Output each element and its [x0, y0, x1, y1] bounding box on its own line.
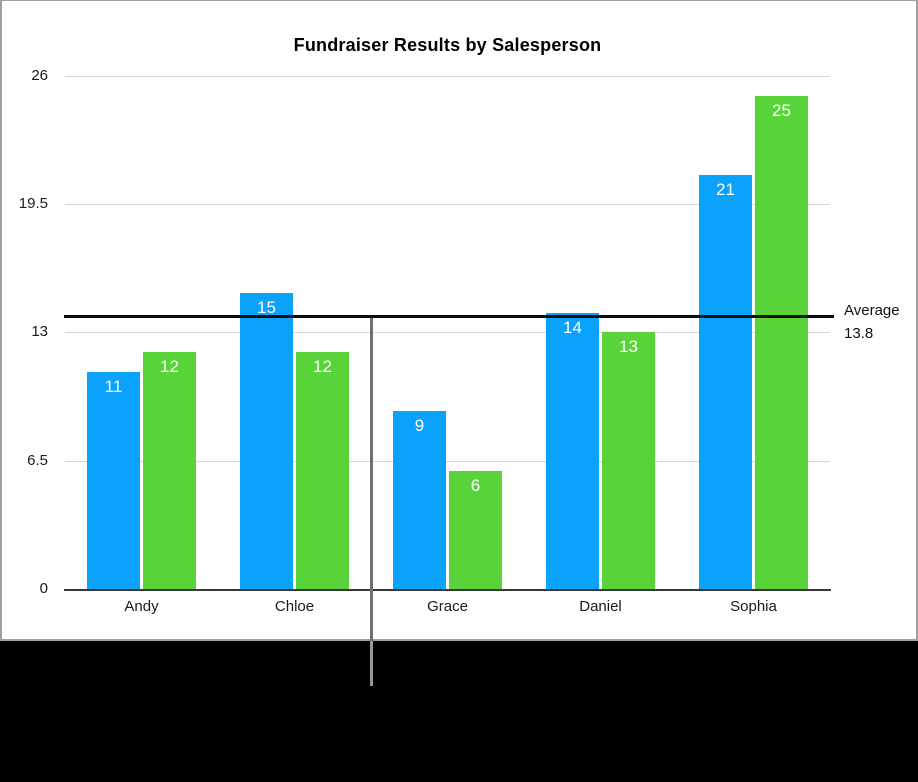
bar-value-label: 11 — [104, 376, 123, 396]
bar-daniel-blue[interactable]: 14 — [546, 312, 599, 589]
bar-value-label: 9 — [414, 416, 425, 436]
pointer-guide-line-extension — [369, 641, 373, 686]
bar-value-label: 12 — [160, 357, 179, 377]
x-axis-category-label: Daniel — [579, 598, 622, 615]
gridline — [65, 332, 830, 333]
average-line[interactable] — [64, 315, 834, 319]
bar-value-label: 15 — [257, 298, 276, 318]
average-line-label: Average 13.8 — [844, 299, 900, 345]
bar-value-label: 21 — [716, 179, 735, 199]
x-axis-category-label: Grace — [427, 598, 468, 615]
bar-value-label: 14 — [563, 317, 582, 337]
gridline — [65, 204, 830, 205]
x-axis-category-label: Chloe — [274, 598, 315, 615]
x-axis-baseline — [64, 588, 831, 591]
x-axis-category-label: Sophia — [730, 598, 777, 615]
bar-chloe-blue[interactable]: 15 — [240, 293, 293, 589]
bar-andy-blue[interactable]: 11 — [87, 371, 140, 589]
bar-grace-green[interactable]: 6 — [449, 470, 502, 589]
y-axis-tick-label: 13 — [31, 323, 48, 340]
x-axis-category-label: Andy — [124, 598, 159, 615]
y-axis-tick-label: 0 — [39, 580, 48, 597]
bar-daniel-green[interactable]: 13 — [602, 332, 655, 589]
bar-value-label: 13 — [619, 337, 638, 357]
chart-title: Fundraiser Results by Salesperson — [293, 35, 602, 55]
bar-value-label: 6 — [470, 475, 481, 495]
bar-sophia-blue[interactable]: 21 — [699, 174, 752, 589]
y-axis-tick-label: 6.5 — [27, 452, 48, 469]
y-axis-tick-label: 26 — [31, 67, 48, 84]
average-line-label-text: Average — [844, 302, 900, 319]
bar-value-label: 12 — [313, 357, 332, 377]
bar-value-label: 25 — [772, 100, 791, 120]
bar-andy-green[interactable]: 12 — [143, 352, 196, 589]
bar-sophia-green[interactable]: 25 — [755, 95, 808, 589]
bar-chloe-green[interactable]: 12 — [296, 352, 349, 589]
gridline — [65, 76, 830, 77]
y-axis-tick-label: 19.5 — [18, 195, 48, 212]
pointer-guide-line — [369, 318, 373, 641]
average-line-value: 13.8 — [844, 325, 874, 342]
gridline — [65, 461, 830, 462]
bar-grace-blue[interactable]: 9 — [393, 411, 446, 589]
